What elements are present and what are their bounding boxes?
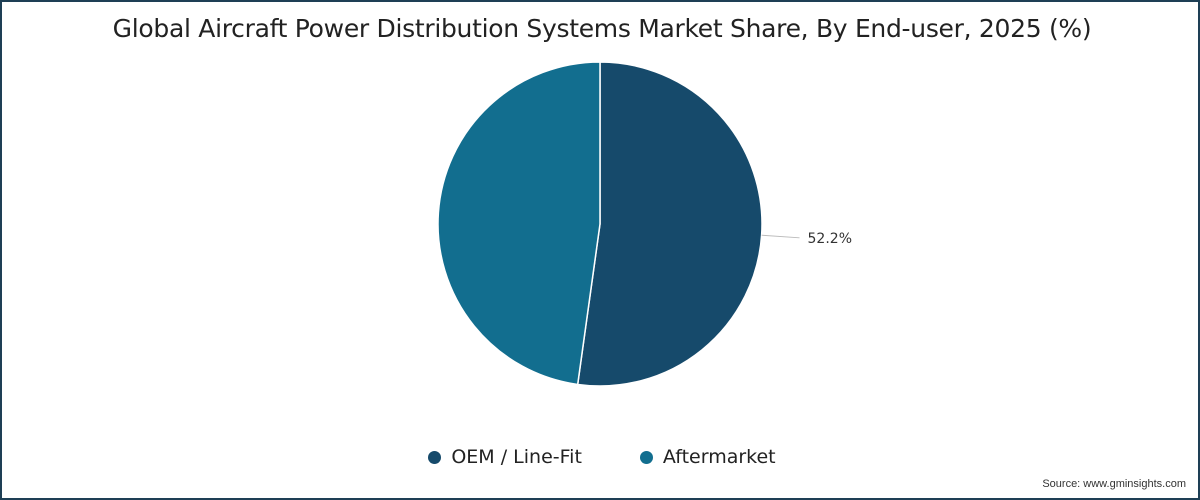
source-note: Source: www.gminsights.com xyxy=(1042,478,1186,490)
legend-item-aftermarket[interactable]: Aftermarket xyxy=(639,446,776,468)
chart-title: Global Aircraft Power Distribution Syste… xyxy=(112,14,1092,43)
legend-label: Aftermarket xyxy=(662,446,776,468)
data-label-leader xyxy=(761,234,800,239)
legend-marker-icon xyxy=(639,450,653,464)
data-label: 52.2% xyxy=(808,231,852,247)
pie-slice-oem-line-fit[interactable] xyxy=(576,61,763,387)
pie-slice-aftermarket[interactable] xyxy=(437,61,601,386)
legend-label: OEM / Line-Fit xyxy=(451,446,582,468)
legend: OEM / Line-Fit Aftermarket xyxy=(2,446,1200,468)
legend-item-oem[interactable]: OEM / Line-Fit xyxy=(428,446,582,468)
legend-marker-icon xyxy=(428,450,442,464)
